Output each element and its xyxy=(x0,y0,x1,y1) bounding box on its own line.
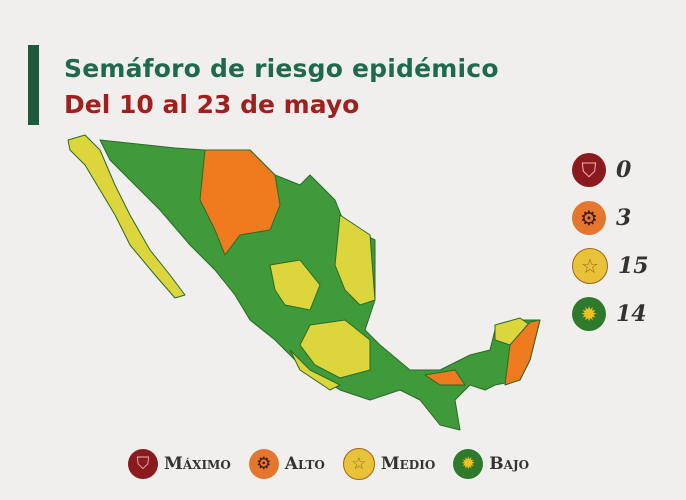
legend-maximo: ⛉ Máximo xyxy=(128,449,231,479)
count-bajo: ✹ 14 xyxy=(572,290,649,338)
sun-icon: ✹ xyxy=(453,449,484,479)
counts-panel: ⛉ 0 ⚙ 3 ☆ 15 ✹ 14 xyxy=(572,146,649,338)
region-zacatecas xyxy=(269,259,321,311)
legend-alto: ⚙ Alto xyxy=(248,449,325,479)
region-central xyxy=(299,319,371,379)
count-value: 15 xyxy=(618,253,649,279)
region-tabasco xyxy=(424,369,466,386)
region-quintana-roo xyxy=(504,319,541,386)
page-subtitle: Del 10 al 23 de mayo xyxy=(64,90,360,119)
legend-label: Bajo xyxy=(489,454,530,474)
page-title: Semáforo de riesgo epidémico xyxy=(64,54,499,83)
count-maximo: ⛉ 0 xyxy=(572,146,649,194)
star-icon: ☆ xyxy=(572,248,608,284)
legend-label: Alto xyxy=(284,454,325,474)
gear-icon: ⚙ xyxy=(248,449,279,479)
shield-icon: ⛉ xyxy=(572,153,606,187)
count-value: 0 xyxy=(616,157,632,183)
region-chihuahua xyxy=(199,149,281,256)
legend-medio: ☆ Medio xyxy=(342,448,436,480)
region-tamaulipas xyxy=(334,214,376,306)
count-value: 14 xyxy=(616,301,647,327)
count-medio: ☆ 15 xyxy=(572,242,649,290)
legend-label: Máximo xyxy=(164,454,231,474)
legend-label: Medio xyxy=(380,454,436,474)
legend-bajo: ✹ Bajo xyxy=(453,449,529,479)
gear-icon: ⚙ xyxy=(572,201,606,235)
star-icon: ☆ xyxy=(342,448,375,480)
shield-icon: ⛉ xyxy=(128,449,158,479)
sun-icon: ✹ xyxy=(572,297,606,331)
region-baja xyxy=(67,134,186,299)
accent-bar xyxy=(28,45,39,125)
count-value: 3 xyxy=(616,205,632,231)
region-south-west xyxy=(289,349,341,391)
legend: ⛉ Máximo ⚙ Alto ☆ Medio ✹ Bajo xyxy=(128,448,529,480)
count-alto: ⚙ 3 xyxy=(572,194,649,242)
